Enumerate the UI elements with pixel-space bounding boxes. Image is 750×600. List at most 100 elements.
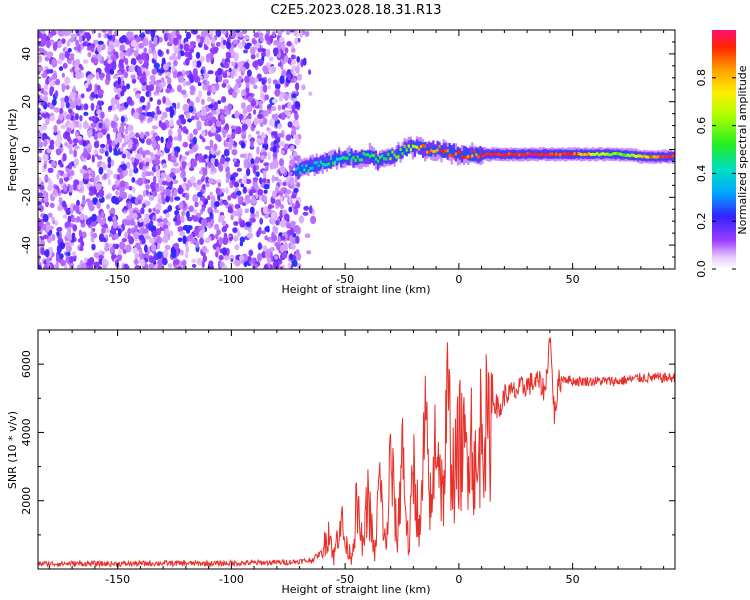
noise-speckle [111,106,116,111]
noise-speckle [138,147,143,155]
noise-speckle [231,133,236,140]
noise-speckle [66,127,72,133]
noise-speckle [248,228,252,233]
noise-speckle [168,34,172,42]
noise-speckle [165,88,172,94]
noise-speckle [210,157,215,164]
noise-speckle [214,82,220,91]
noise-speckle [201,206,205,212]
noise-speckle [250,53,256,60]
noise-speckle [217,182,221,188]
noise-speckle [260,48,267,53]
noise-speckle [218,236,224,246]
noise-speckle [41,72,48,78]
noise-speckle [252,60,258,68]
noise-speckle [158,185,165,192]
noise-speckle [75,39,80,47]
ridge-cell [350,150,353,159]
ridge-cell [516,152,519,156]
noise-speckle [142,189,147,198]
noise-speckle [298,215,304,224]
noise-speckle [145,171,152,177]
noise-speckle [253,109,257,115]
y-tick-label: 20 [20,95,33,109]
ridge-cell [592,152,595,156]
noise-speckle [242,186,247,194]
snr-x-label: Height of straight line (km) [281,583,430,596]
noise-speckle [189,41,196,46]
noise-speckle [149,74,156,82]
ridge-cell [573,152,576,156]
noise-speckle [251,263,259,269]
noise-speckle [214,158,219,167]
noise-speckle [279,158,284,167]
ridge-cell [358,158,361,162]
noise-speckle [54,107,60,113]
noise-speckle [289,166,293,172]
noise-speckle [124,219,132,226]
noise-speckle [121,237,128,243]
noise-speckle [91,154,95,163]
noise-speckle [121,143,126,148]
noise-speckle [198,200,204,206]
noise-speckle [119,44,125,52]
noise-speckle [221,247,228,256]
noise-speckle [169,172,175,178]
noise-speckle [250,99,257,107]
noise-speckle [289,155,294,160]
noise-speckle [291,259,298,267]
noise-speckle [130,220,136,226]
ridge-cell [454,152,457,156]
ridge-cell [606,152,609,156]
noise-speckle [295,200,300,209]
noise-speckle [121,34,127,43]
noise-speckle [118,248,122,256]
noise-speckle [217,74,223,83]
ridge-cell [409,140,412,149]
noise-speckle [38,237,42,244]
noise-speckle [294,101,301,109]
ridge-cell [475,147,478,156]
noise-speckle [127,124,134,132]
noise-speckle [142,228,149,234]
noise-speckle [204,145,211,150]
noise-speckle [88,191,95,196]
noise-speckle [215,187,220,195]
noise-speckle [201,260,205,268]
noise-speckle [73,149,77,158]
ridge-cell [471,154,474,158]
noise-speckle [51,59,58,68]
ridge-cell [442,150,445,159]
noise-speckle [64,141,68,147]
noise-speckle [243,261,248,268]
noise-speckle [188,205,195,213]
noise-speckle [272,190,277,199]
noise-speckle [86,77,92,85]
noise-speckle [40,100,45,107]
noise-speckle [59,177,64,185]
noise-speckle [133,87,137,92]
noise-speckle [45,68,51,75]
ridge-cell [358,151,361,160]
noise-speckle [262,245,268,253]
noise-speckle [118,186,126,193]
ridge-cell [657,155,660,159]
noise-speckle [134,265,141,269]
ridge-cell [575,153,578,157]
noise-speckle [191,258,197,263]
ridge-cell [317,164,320,168]
noise-speckle [80,213,84,221]
noise-speckle [131,186,136,194]
noise-speckle [128,131,135,139]
noise-speckle [193,209,198,214]
noise-speckle [95,94,99,99]
ridge-cell [372,153,376,166]
ridge-cell [493,152,496,156]
noise-speckle [90,229,94,238]
noise-speckle [105,150,109,157]
noise-speckle [212,179,217,185]
noise-speckle [299,30,304,38]
ridge-cell [524,153,527,157]
noise-speckle [60,97,65,102]
noise-speckle [57,205,63,212]
